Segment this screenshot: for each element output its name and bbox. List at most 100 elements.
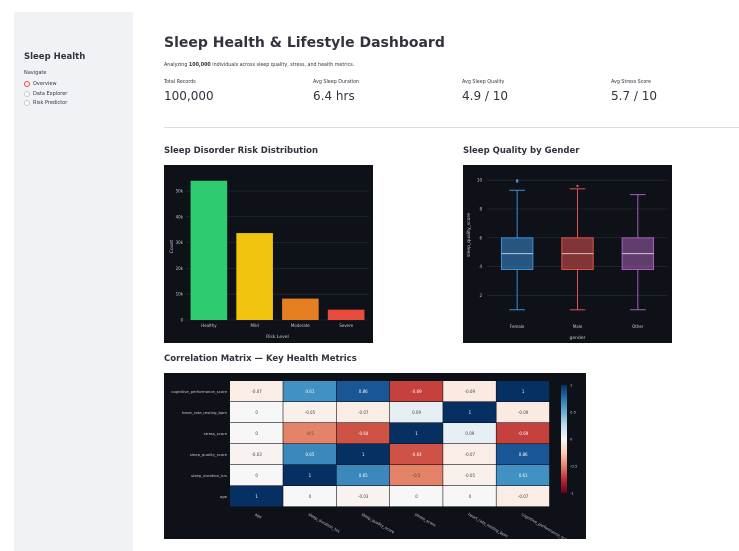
subtitle-suffix: individuals across sleep quality, stress… bbox=[210, 63, 355, 68]
correlation-heatmap[interactable]: cognitive_performance_score -0.07 0.61 0.86… bbox=[164, 373, 586, 544]
x-tick-label: Mild bbox=[251, 323, 260, 328]
row-label: stress_score bbox=[204, 431, 228, 436]
y-axis-label: sleep_quality_score bbox=[466, 213, 472, 257]
heatmap-cell bbox=[283, 402, 336, 423]
cell-label: -0.09 bbox=[465, 389, 476, 394]
cell-label: 0.61 bbox=[305, 389, 314, 394]
cell-label: 0.65 bbox=[359, 473, 368, 478]
cell-label: -0.69 bbox=[411, 389, 422, 394]
metric-label: Avg Sleep Duration bbox=[313, 80, 360, 85]
metric-label: Avg Stress Score bbox=[611, 80, 652, 85]
heatmap-cell bbox=[496, 423, 550, 444]
y-tick-label: 50k bbox=[176, 189, 184, 194]
colorbar-tick-label: 0.5 bbox=[570, 410, 577, 415]
heatmap-cell bbox=[230, 486, 283, 507]
nav-radio-overview[interactable]: Overview bbox=[24, 81, 57, 87]
cell-label: -0.05 bbox=[465, 473, 476, 478]
x-tick-label: Other bbox=[632, 324, 644, 329]
divider bbox=[164, 127, 739, 128]
outlier-point bbox=[515, 179, 519, 182]
section-title-gender: Sleep Quality by Gender bbox=[463, 146, 580, 156]
heatmap-cell bbox=[230, 381, 283, 402]
heatmap-cell bbox=[496, 402, 550, 423]
heatmap-cell bbox=[443, 423, 496, 444]
col-label: age bbox=[254, 512, 263, 520]
cell-label: 1 bbox=[522, 389, 525, 394]
cell-label: 1 bbox=[415, 431, 418, 436]
metric-value: 5.7 / 10 bbox=[611, 89, 658, 103]
cell-label: 0.86 bbox=[519, 452, 528, 457]
col-label: sleep_quality_score bbox=[361, 512, 396, 535]
cell-label: 1 bbox=[469, 410, 472, 415]
cell-label: -0.5 bbox=[306, 431, 314, 436]
y-tick-label: 6 bbox=[479, 235, 482, 240]
heatmap-cell bbox=[443, 402, 496, 423]
nav-label: Navigate bbox=[24, 70, 47, 76]
heatmap-cell bbox=[443, 486, 496, 507]
risk-bar-chart-svg: 0 10k 20k 30k 40k 50k Healthy Mild Moderate Sever… bbox=[169, 180, 369, 340]
heatmap-cell bbox=[336, 444, 390, 465]
cell-label: 0 bbox=[309, 494, 312, 499]
outlier-point bbox=[576, 184, 579, 188]
heatmap-cell bbox=[230, 423, 283, 444]
nav-item-label: Data Explorer bbox=[33, 91, 68, 97]
box-other bbox=[621, 194, 655, 311]
metric-value: 4.9 / 10 bbox=[462, 89, 509, 103]
heatmap-cell bbox=[443, 381, 496, 402]
row-label: age bbox=[220, 494, 228, 499]
box-female bbox=[500, 179, 534, 311]
nav-item-label: Overview bbox=[33, 81, 57, 87]
page-title: Sleep Health & Lifestyle Dashboard bbox=[164, 35, 445, 51]
nav-radio-risk-predictor[interactable]: Risk Predictor bbox=[24, 100, 67, 106]
y-tick-label: 2 bbox=[479, 293, 482, 298]
heatmap-cell bbox=[389, 465, 443, 486]
section-title-correlation: Correlation Matrix — Key Health Metrics bbox=[164, 354, 357, 364]
bar-mild bbox=[236, 233, 273, 320]
x-tick-label: Severe bbox=[339, 323, 353, 328]
cell-label: 0.09 bbox=[412, 410, 421, 415]
heatmap-cell bbox=[443, 444, 496, 465]
bar-severe bbox=[327, 309, 365, 320]
x-axis-label: gender bbox=[570, 335, 586, 341]
heatmap-cell bbox=[389, 402, 443, 423]
heatmap-cell bbox=[443, 465, 496, 486]
correlation-heatmap-svg: cognitive_performance_score -0.07 0.61 0.86… bbox=[171, 381, 578, 544]
heatmap-cell bbox=[496, 486, 550, 507]
gender-box-chart[interactable]: 2 4 6 8 10 Female Male Other gender sleep_quality… bbox=[463, 165, 672, 343]
sidebar: Sleep Health Navigate Overview Data Expl… bbox=[14, 12, 133, 551]
cell-label: -0.64 bbox=[358, 431, 369, 436]
cell-label: -0.09 bbox=[518, 410, 529, 415]
heatmap-cell bbox=[283, 465, 336, 486]
radio-unselected-icon bbox=[24, 91, 30, 97]
cell-label: 0 bbox=[255, 410, 258, 415]
radio-unselected-icon bbox=[24, 100, 30, 106]
metric-avg-stress-score: Avg Stress Score 5.7 / 10 bbox=[611, 80, 657, 103]
y-tick-label: 30k bbox=[176, 240, 184, 245]
y-tick-label: 40k bbox=[176, 214, 184, 219]
cell-label: -0.07 bbox=[251, 389, 262, 394]
cell-label: -0.03 bbox=[358, 494, 369, 499]
cell-label: 0 bbox=[255, 473, 258, 478]
colorbar-tick-label: 0 bbox=[570, 437, 573, 442]
row-label: cognitive_performance_score bbox=[171, 389, 227, 394]
heatmap-cell bbox=[336, 402, 390, 423]
heatmap-cell bbox=[283, 444, 336, 465]
risk-bar-chart[interactable]: 0 10k 20k 30k 40k 50k Healthy Mild Moderate Sever… bbox=[164, 165, 373, 343]
colorbar-tick-label: 1 bbox=[570, 383, 573, 388]
cell-label: -0.07 bbox=[465, 452, 476, 457]
cell-label: -0.07 bbox=[518, 494, 529, 499]
cell-label: -0.69 bbox=[518, 431, 529, 436]
metric-label: Total Records bbox=[164, 80, 196, 85]
y-tick-label: 8 bbox=[479, 207, 482, 212]
subtitle-record-count: 100,000 bbox=[188, 63, 211, 68]
row-label: sleep_quality_score bbox=[190, 452, 228, 457]
cell-label: 0 bbox=[255, 431, 258, 436]
nav-radio-data-explorer[interactable]: Data Explorer bbox=[24, 91, 67, 97]
cell-label: -0.5 bbox=[413, 473, 421, 478]
metric-label: Avg Sleep Quality bbox=[462, 80, 505, 85]
nav-item-label: Risk Predictor bbox=[33, 100, 68, 106]
col-label: heart_rate_resting_bpm bbox=[467, 512, 509, 539]
section-title-risk: Sleep Disorder Risk Distribution bbox=[164, 146, 319, 156]
x-tick-label: Healthy bbox=[201, 323, 217, 328]
metric-avg-sleep-quality: Avg Sleep Quality 4.9 / 10 bbox=[462, 80, 508, 103]
